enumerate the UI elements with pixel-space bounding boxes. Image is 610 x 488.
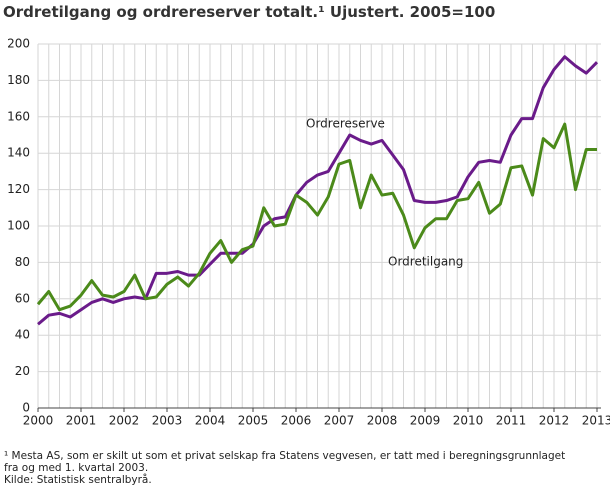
x-tick-label: 2012 (539, 414, 570, 428)
y-tick-label: 180 (7, 73, 30, 87)
x-tick-label: 2009 (410, 414, 441, 428)
y-tick-label: 100 (7, 219, 30, 233)
x-tick-label: 2001 (66, 414, 97, 428)
y-tick-label: 200 (7, 37, 30, 51)
y-tick-label: 140 (7, 146, 30, 160)
y-tick-label: 80 (15, 255, 30, 269)
footnote: ¹ Mesta AS, som er skilt ut som et priva… (4, 450, 566, 474)
y-tick-label: 0 (22, 401, 30, 415)
series-label: Ordrereserve (306, 117, 385, 131)
x-tick-label: 2003 (152, 414, 183, 428)
x-tick-label: 2000 (23, 414, 54, 428)
x-tick-label: 2002 (109, 414, 140, 428)
y-tick-label: 160 (7, 109, 30, 123)
x-tick-label: 2005 (238, 414, 269, 428)
x-tick-label: 2011 (496, 414, 527, 428)
x-tick-label: 2007 (324, 414, 355, 428)
footnotes: ¹ Mesta AS, som er skilt ut som et priva… (4, 450, 582, 486)
series-line (37, 55, 599, 326)
y-tick-label: 60 (15, 291, 30, 305)
y-tick-label: 40 (15, 328, 30, 342)
chart-title: Ordretilgang og ordrereserver totalt.¹ U… (3, 3, 495, 21)
x-tick-label: 2006 (281, 414, 312, 428)
y-tick-label: 120 (7, 182, 30, 196)
source: Kilde: Statistisk sentralbyrå. (4, 474, 152, 486)
x-tick-label: 2004 (195, 414, 226, 428)
chart: Ordretilgang og ordrereserver totalt.¹ U… (3, 3, 610, 428)
x-tick-label: 2010 (453, 414, 484, 428)
x-tick-label: 2013 (582, 414, 610, 428)
series-label: Ordretilgang (388, 255, 463, 269)
x-tick-label: 2008 (367, 414, 398, 428)
y-tick-label: 20 (15, 364, 30, 378)
series-line (36, 122, 597, 312)
